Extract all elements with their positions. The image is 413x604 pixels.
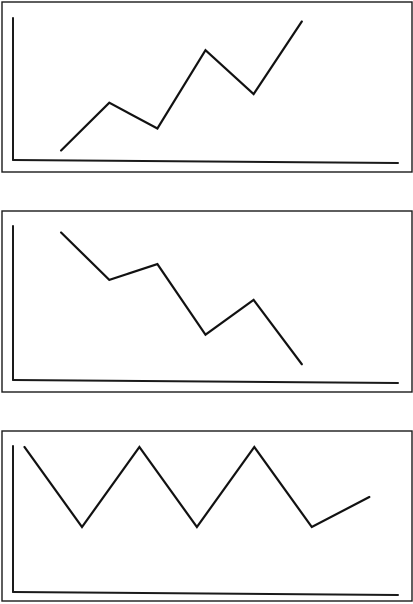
series-line-1 <box>23 445 371 529</box>
chart-1-upward-trend <box>1 1 413 173</box>
series-line-1 <box>59 20 303 152</box>
x-axis <box>12 159 399 164</box>
x-axis <box>12 591 399 596</box>
chart-frame <box>1 430 413 602</box>
chart-frame <box>1 1 413 173</box>
x-axis <box>12 379 399 384</box>
chart-2-downward-trend <box>1 210 413 393</box>
chart-frame <box>1 210 413 393</box>
series-line-1 <box>59 231 303 366</box>
chart-3-oscillating-trend <box>1 430 413 602</box>
